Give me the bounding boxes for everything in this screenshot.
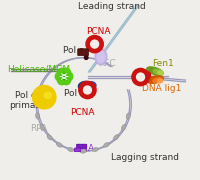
Ellipse shape — [78, 81, 93, 91]
Text: DNA lig1: DNA lig1 — [142, 84, 182, 93]
Ellipse shape — [142, 73, 149, 79]
Ellipse shape — [40, 125, 45, 130]
Ellipse shape — [44, 92, 51, 99]
Circle shape — [83, 86, 91, 94]
Text: RNA: RNA — [75, 144, 94, 153]
Ellipse shape — [92, 147, 98, 152]
Ellipse shape — [147, 67, 163, 75]
Circle shape — [91, 40, 99, 48]
Ellipse shape — [68, 147, 74, 152]
Ellipse shape — [104, 142, 109, 147]
Ellipse shape — [158, 71, 163, 75]
Ellipse shape — [126, 113, 130, 119]
Ellipse shape — [153, 78, 163, 83]
Text: Helicase/MCM: Helicase/MCM — [7, 65, 70, 74]
Circle shape — [79, 81, 96, 99]
FancyBboxPatch shape — [77, 144, 86, 148]
Ellipse shape — [55, 72, 64, 81]
Ellipse shape — [157, 79, 163, 83]
Text: Fen1: Fen1 — [152, 59, 174, 68]
Ellipse shape — [57, 68, 66, 77]
Ellipse shape — [86, 82, 96, 89]
Ellipse shape — [114, 135, 119, 140]
Ellipse shape — [47, 135, 52, 140]
Text: RFC: RFC — [98, 59, 116, 68]
Text: Leading strand: Leading strand — [78, 2, 146, 11]
Circle shape — [33, 86, 56, 109]
Ellipse shape — [95, 49, 107, 65]
Ellipse shape — [80, 149, 86, 153]
Ellipse shape — [97, 51, 105, 63]
Ellipse shape — [62, 68, 71, 77]
Ellipse shape — [136, 72, 148, 82]
Circle shape — [61, 74, 67, 79]
Ellipse shape — [121, 125, 126, 130]
Text: Pol α/
primase: Pol α/ primase — [9, 90, 45, 110]
Text: PCNA: PCNA — [70, 108, 94, 117]
Circle shape — [84, 56, 88, 59]
Ellipse shape — [36, 113, 40, 119]
Text: Lagging strand: Lagging strand — [111, 153, 179, 162]
Text: Pol δ: Pol δ — [64, 89, 86, 98]
Ellipse shape — [146, 76, 163, 83]
FancyBboxPatch shape — [74, 148, 81, 152]
Ellipse shape — [62, 76, 71, 85]
Text: PCNA: PCNA — [86, 27, 110, 36]
Text: RPA: RPA — [30, 124, 47, 133]
FancyBboxPatch shape — [78, 49, 89, 56]
Ellipse shape — [146, 72, 150, 79]
Ellipse shape — [57, 76, 66, 85]
Ellipse shape — [153, 69, 163, 75]
Ellipse shape — [64, 72, 73, 81]
Ellipse shape — [56, 142, 62, 147]
Text: Pol ε: Pol ε — [63, 46, 84, 55]
Circle shape — [137, 73, 144, 81]
Circle shape — [132, 68, 149, 86]
Circle shape — [86, 35, 103, 53]
Ellipse shape — [80, 85, 87, 91]
